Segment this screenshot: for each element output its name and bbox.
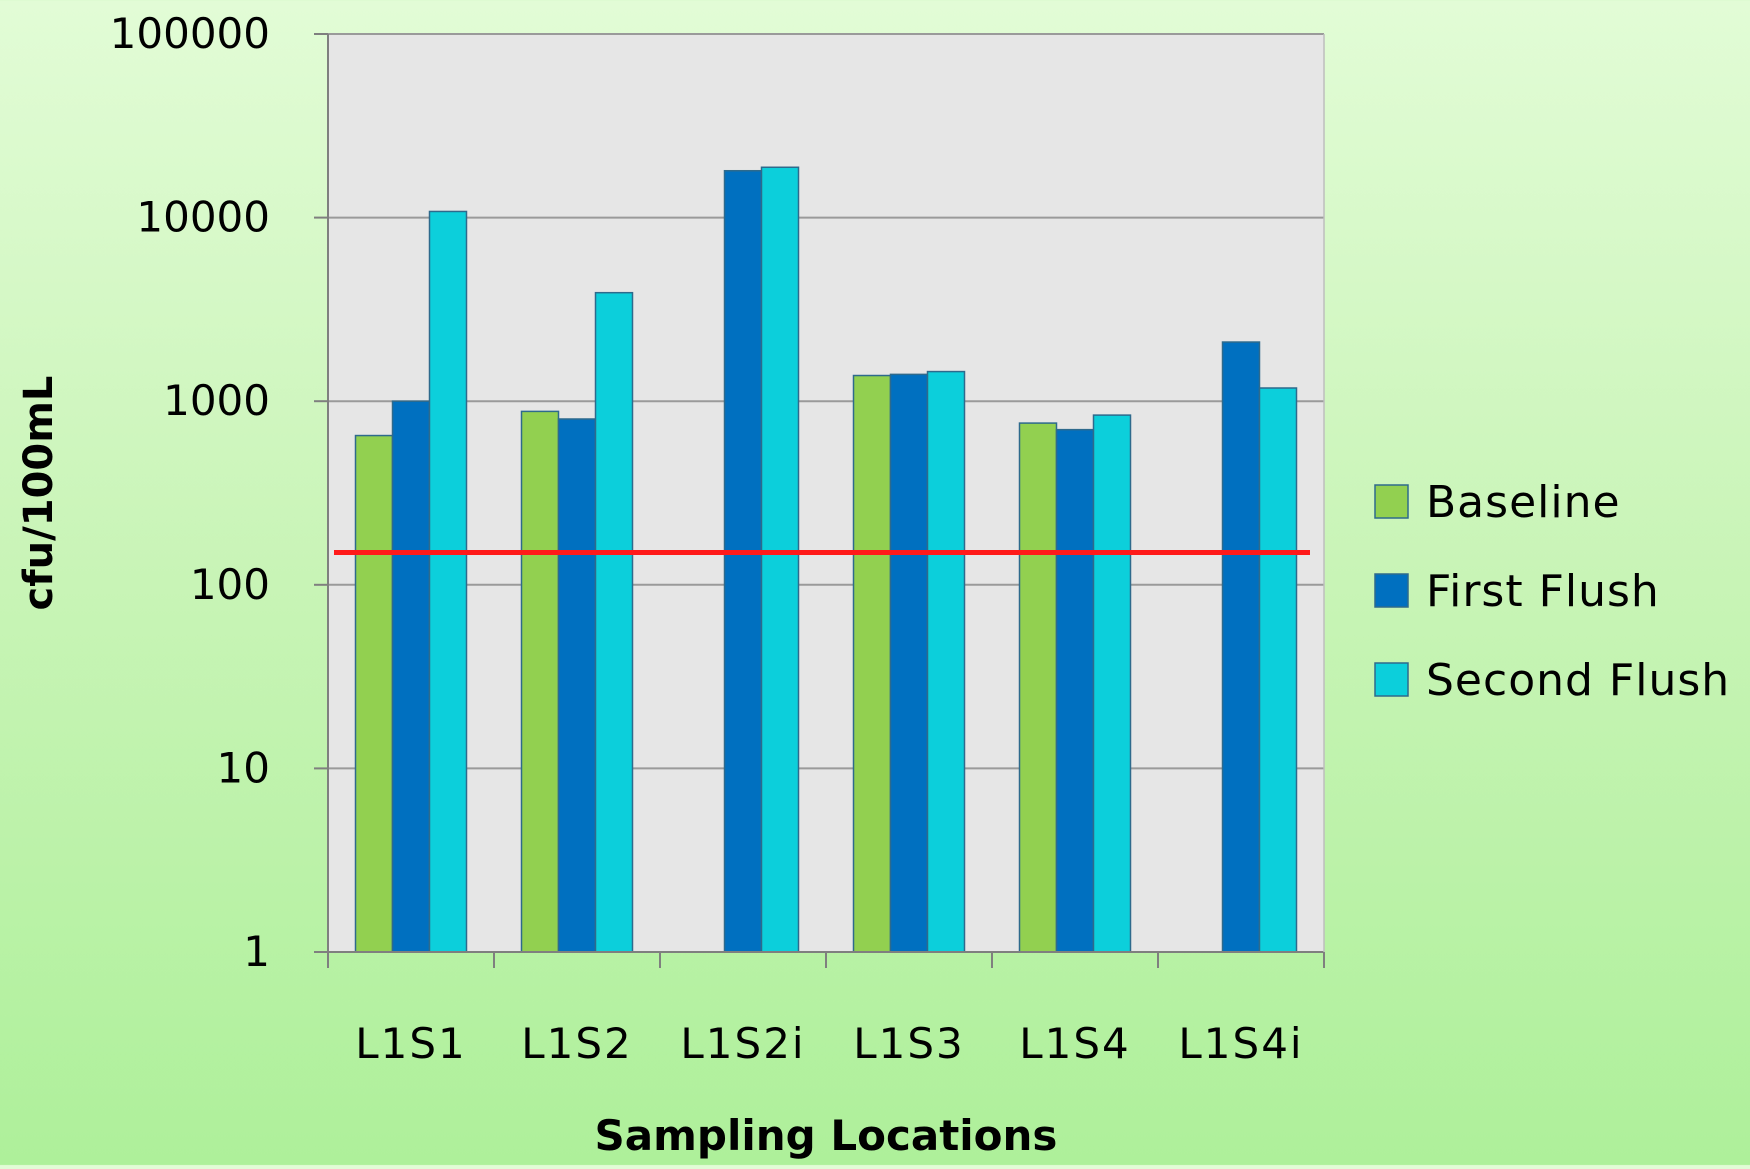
y-tick-label: 10 xyxy=(217,743,270,792)
bar-first-flush xyxy=(557,418,597,953)
bar-baseline xyxy=(520,410,560,953)
x-axis-title: Sampling Locations xyxy=(595,1111,1058,1160)
gridlines xyxy=(328,33,1324,770)
legend-label: Baseline xyxy=(1426,477,1621,528)
y-axis-title: cfu/100mL xyxy=(16,376,62,611)
bar-first-flush xyxy=(889,373,929,953)
legend: Baseline First Flush Second Flush xyxy=(1374,477,1730,706)
legend-label: Second Flush xyxy=(1426,655,1730,706)
tick-labels: 1 10 100 1000 10000 100000 L1S1 L1S2 L1S2i L1S3 L1… xyxy=(110,9,1303,1068)
x-tick-label: L1S4 xyxy=(1019,1019,1131,1068)
bar-baseline xyxy=(1018,422,1058,953)
x-tick-label: L1S3 xyxy=(853,1019,965,1068)
legend-swatch xyxy=(1374,484,1409,519)
bar-second-flush xyxy=(594,291,634,953)
bar-baseline xyxy=(852,374,892,953)
bar-second-flush xyxy=(1258,387,1298,953)
x-tick-label: L1S2i xyxy=(680,1019,805,1068)
plot-area xyxy=(328,34,1324,952)
bar-first-flush xyxy=(1055,428,1095,953)
bar-first-flush xyxy=(1221,341,1261,953)
bar-second-flush xyxy=(428,210,468,953)
legend-swatch xyxy=(1374,573,1409,608)
x-tick-label: L1S2 xyxy=(521,1019,633,1068)
legend-label: First Flush xyxy=(1426,566,1660,617)
bars xyxy=(354,166,1298,953)
bar-first-flush xyxy=(391,400,431,953)
axes xyxy=(314,33,1325,968)
y-tick-label: 1000 xyxy=(163,376,270,425)
y-tick-label: 100000 xyxy=(110,9,270,58)
y-tick-label: 10000 xyxy=(136,193,270,242)
x-tick-label: L1S1 xyxy=(355,1019,467,1068)
bar-second-flush xyxy=(760,166,800,953)
y-tick-label: 100 xyxy=(190,560,270,609)
bar-second-flush xyxy=(926,370,966,953)
bar-first-flush xyxy=(723,169,763,953)
x-tick-label: L1S4i xyxy=(1178,1019,1303,1068)
y-tick-label: 1 xyxy=(243,927,270,976)
legend-swatch xyxy=(1374,662,1409,697)
bar-baseline xyxy=(354,434,394,953)
bar-second-flush xyxy=(1092,414,1132,953)
